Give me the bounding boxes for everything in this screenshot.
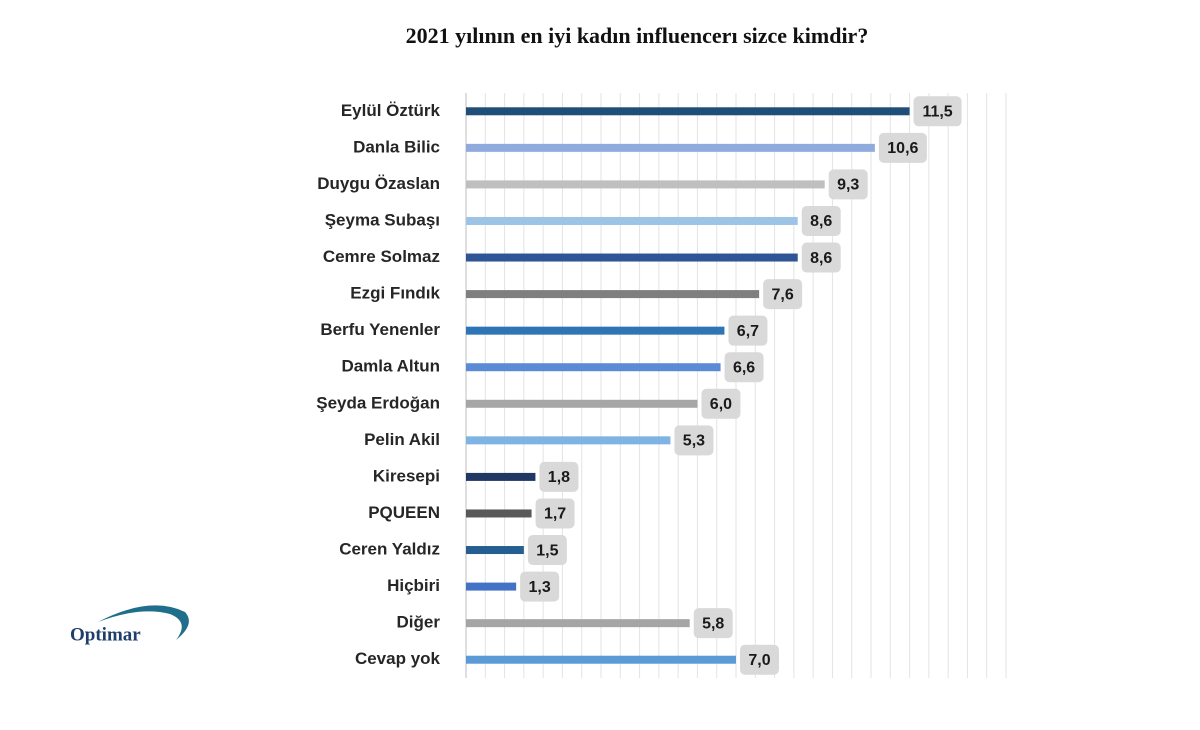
category-label: Eylül Öztürk: [341, 101, 441, 120]
value-label: 10,6: [887, 140, 918, 157]
value-label: 5,8: [702, 615, 724, 632]
bar: [466, 253, 798, 262]
value-label-box: [701, 388, 741, 419]
value-label: 11,5: [922, 104, 952, 121]
category-label: Hiçbiri: [387, 576, 440, 595]
logo: Optimar: [70, 605, 189, 645]
logo-text: Optimar: [70, 624, 141, 645]
category-label: Danla Bilic: [353, 137, 440, 156]
bar: [466, 180, 825, 189]
bar: [466, 655, 736, 664]
bar: [466, 216, 798, 225]
value-label: 1,3: [529, 579, 551, 596]
value-label-box: [527, 535, 567, 566]
value-label-box: [913, 96, 962, 127]
bar: [466, 143, 875, 152]
value-label-box: [724, 352, 764, 383]
bar: [466, 290, 760, 299]
value-label-box: [728, 315, 768, 346]
bar: [466, 107, 910, 116]
category-label: PQUEEN: [368, 503, 440, 522]
value-label-box: [674, 425, 714, 456]
category-label: Cevap yok: [355, 649, 441, 668]
value-label-box: [801, 205, 841, 236]
value-label: 5,3: [683, 433, 705, 450]
value-label: 7,6: [772, 286, 794, 303]
value-label-box: [801, 242, 841, 273]
value-label-box: [693, 608, 733, 639]
category-label: Kiresepi: [373, 466, 440, 485]
value-label: 8,6: [810, 250, 832, 267]
value-label-box: [520, 571, 560, 602]
category-label: Şeyma Subaşı: [325, 210, 440, 229]
category-label: Pelin Akil: [364, 430, 440, 449]
value-label-box: [535, 498, 575, 529]
value-label: 6,6: [733, 359, 755, 376]
bar: [466, 363, 721, 372]
category-label: Duygu Özaslan: [317, 174, 440, 193]
value-label: 8,6: [810, 213, 832, 230]
bar: [466, 619, 690, 628]
value-label-box: [539, 461, 579, 492]
bar: [466, 436, 671, 445]
value-label-box: [828, 169, 868, 200]
chart-title: 2021 yılının en iyi kadın influencerı si…: [406, 23, 869, 48]
value-label: 1,8: [548, 469, 570, 486]
bar: [466, 472, 536, 481]
value-label: 1,7: [544, 506, 566, 523]
value-label-box: [763, 279, 803, 310]
category-label: Berfu Yenenler: [320, 320, 440, 339]
bar: [466, 326, 725, 335]
logo-swoosh: [98, 605, 189, 640]
category-label: Ezgi Fındık: [350, 284, 440, 303]
category-label: Şeyda Erdoğan: [316, 393, 440, 412]
category-label: Damla Altun: [341, 357, 440, 376]
value-label: 9,3: [837, 177, 859, 194]
category-label: Ceren Yaldız: [339, 540, 440, 559]
bar: [466, 546, 524, 555]
bar: [466, 399, 698, 408]
value-label: 6,0: [710, 396, 732, 413]
value-label: 7,0: [748, 652, 770, 669]
value-label-box: [740, 644, 779, 675]
category-label: Cemre Solmaz: [323, 247, 440, 266]
value-label-box: [878, 132, 927, 163]
category-label: Diğer: [397, 613, 441, 632]
value-label: 6,7: [737, 323, 759, 340]
bar: [466, 582, 517, 591]
bar: [466, 509, 532, 518]
value-label: 1,5: [536, 542, 558, 559]
